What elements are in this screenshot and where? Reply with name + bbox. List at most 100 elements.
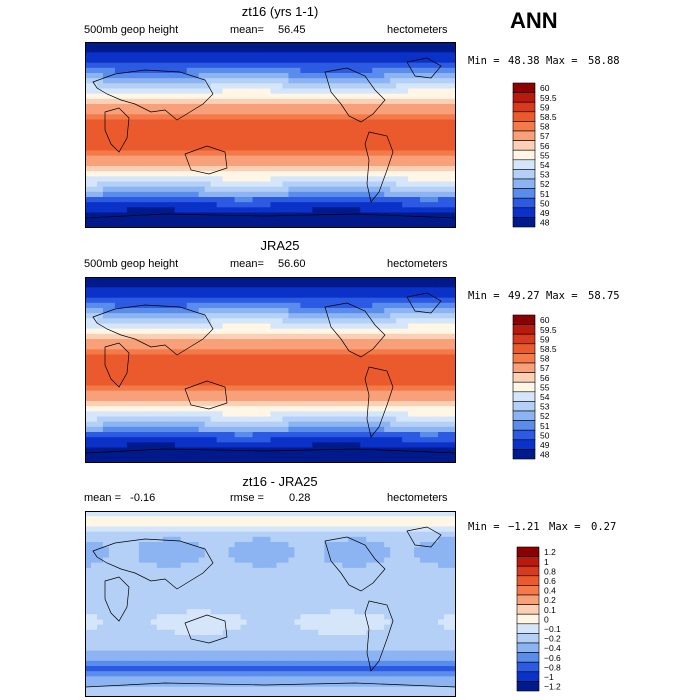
field-cell xyxy=(222,308,230,314)
field-cell xyxy=(192,88,200,95)
field-cell xyxy=(126,526,134,533)
field-cell xyxy=(180,47,188,53)
field-cell xyxy=(114,354,122,361)
field-cell xyxy=(246,93,253,100)
field-cell xyxy=(138,375,146,381)
field-cell xyxy=(330,364,337,371)
field-cell xyxy=(378,160,385,167)
field-cell xyxy=(390,302,397,309)
field-cell xyxy=(204,98,212,105)
field-cell xyxy=(330,135,337,141)
field-cell xyxy=(186,426,194,433)
field-cell xyxy=(264,287,271,293)
field-cell xyxy=(192,516,200,522)
field-cell xyxy=(336,124,343,131)
field-cell xyxy=(216,380,224,386)
field-cell xyxy=(174,344,182,350)
field-cell xyxy=(420,140,427,146)
field-cell xyxy=(168,155,176,162)
field-cell xyxy=(348,354,355,361)
field-cell xyxy=(348,181,355,188)
field-cell xyxy=(120,542,128,548)
field-cell xyxy=(378,390,385,397)
field-cell xyxy=(252,302,259,309)
field-cell xyxy=(234,191,241,198)
field-cell xyxy=(276,171,283,177)
field-cell xyxy=(90,104,98,110)
field-cell xyxy=(282,452,289,459)
field-cell xyxy=(420,207,427,213)
field-cell xyxy=(264,202,271,208)
field-cell xyxy=(378,536,385,543)
field-cell xyxy=(138,344,146,350)
map-frame xyxy=(85,277,456,463)
field-cell xyxy=(372,308,379,314)
field-cell xyxy=(168,308,176,314)
field-cell xyxy=(432,302,439,309)
field-cell xyxy=(108,437,116,443)
field-cell xyxy=(414,150,421,157)
field-cell xyxy=(366,83,373,89)
field-cell xyxy=(180,437,188,443)
field-cell xyxy=(420,52,427,58)
field-cell xyxy=(222,385,230,392)
field-cell xyxy=(138,93,146,100)
field-cell xyxy=(288,349,295,355)
field-cell xyxy=(168,349,176,355)
field-cell xyxy=(168,217,176,224)
field-cell xyxy=(420,62,427,69)
field-cell xyxy=(444,171,451,177)
field-cell xyxy=(90,349,98,355)
field-cell xyxy=(366,526,373,533)
field-cell xyxy=(102,380,110,386)
field-cell xyxy=(360,349,367,355)
field-cell xyxy=(90,109,98,115)
field-cell xyxy=(246,57,253,64)
field-cell xyxy=(126,511,134,517)
field-cell xyxy=(318,292,325,299)
field-cell xyxy=(186,277,194,283)
field-cell xyxy=(138,531,146,538)
field-cell xyxy=(432,421,439,428)
field-cell xyxy=(318,109,325,115)
field-cell xyxy=(85,380,92,386)
field-cell xyxy=(102,52,110,58)
field-cell xyxy=(408,364,415,371)
field-cell xyxy=(156,62,164,69)
field-cell xyxy=(228,333,235,340)
field-cell xyxy=(114,297,122,304)
field-cell xyxy=(324,98,331,105)
field-cell xyxy=(366,349,373,355)
field-cell xyxy=(408,421,415,428)
field-cell xyxy=(354,140,361,146)
field-cell xyxy=(180,124,188,131)
field-cell xyxy=(174,181,182,188)
field-cell xyxy=(85,124,92,131)
coastline xyxy=(92,304,214,356)
field-cell xyxy=(228,318,235,324)
field-cell xyxy=(270,516,277,522)
field-cell xyxy=(264,313,271,319)
field-cell xyxy=(420,150,427,157)
field-cell xyxy=(378,526,385,533)
field-cell xyxy=(198,155,206,162)
field-cell xyxy=(102,349,110,355)
field-cell xyxy=(162,511,170,517)
field-cell xyxy=(240,328,247,335)
field-cell xyxy=(150,344,158,350)
field-cell xyxy=(114,150,122,157)
field-cell xyxy=(264,349,271,355)
field-cell xyxy=(132,155,140,162)
field-cell xyxy=(318,104,325,110)
field-cell xyxy=(252,135,259,141)
field-cell xyxy=(318,328,325,335)
field-cell xyxy=(426,176,433,182)
field-cell xyxy=(372,370,379,376)
field-cell xyxy=(336,171,343,177)
field-cell xyxy=(354,516,361,522)
field-cell xyxy=(96,88,104,95)
field-cell xyxy=(282,349,289,355)
field-cell xyxy=(204,277,212,283)
field-cell xyxy=(102,395,110,402)
field-cell xyxy=(372,155,379,162)
